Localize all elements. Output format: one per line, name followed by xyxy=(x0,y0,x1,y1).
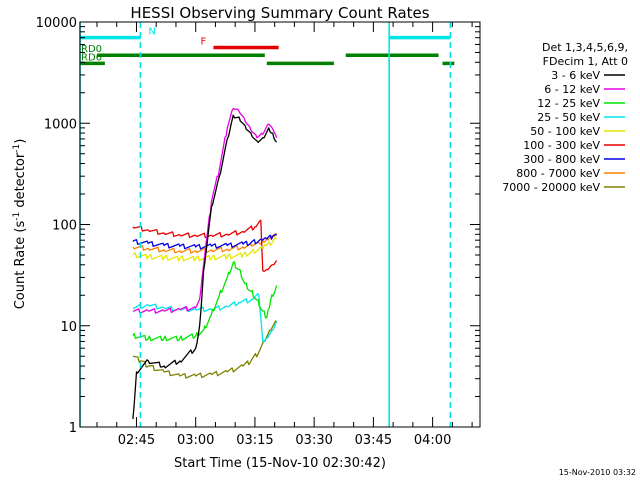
series-line-1 xyxy=(132,107,278,314)
series-line-5 xyxy=(132,219,278,273)
legend-label-4: 50 - 100 keV xyxy=(530,125,600,138)
legend-label-3: 25 - 50 keV xyxy=(537,111,600,124)
y-tick-label-1: 10 xyxy=(60,320,77,335)
legend-label-8: 7000 - 20000 keV xyxy=(502,181,600,194)
flag-label-n: N xyxy=(148,27,155,38)
y-axis-label-end: ) xyxy=(13,139,28,144)
x-tick-label-4: 03:45 xyxy=(355,433,392,448)
series-line-7 xyxy=(132,232,278,254)
legend: Det 1,3,4,5,6,9,FDecim 1, Att 03 - 6 keV… xyxy=(502,41,628,194)
series-line-6 xyxy=(132,233,278,250)
y-axis-label-main: Count Rate (s xyxy=(13,221,28,310)
x-axis-label: Start Time (15-Nov-10 02:30:42) xyxy=(174,456,386,471)
series-line-3 xyxy=(132,293,278,343)
x-tick-label-0: 02:45 xyxy=(118,433,155,448)
x-tick-label-2: 03:15 xyxy=(236,433,273,448)
x-tick-label-1: 03:00 xyxy=(177,433,214,448)
y-axis-ticks: 1 10 100 1000 10000 xyxy=(36,16,480,436)
x-tick-label-5: 04:00 xyxy=(414,433,451,448)
legend-label-7: 800 - 7000 keV xyxy=(516,167,600,180)
y-axis-label-mid: detector xyxy=(13,152,28,212)
legend-label-2: 12 - 25 keV xyxy=(537,97,600,110)
x-tick-label-3: 03:30 xyxy=(295,433,332,448)
y-axis-label: Count Rate (s-1 detector-1) xyxy=(12,139,28,310)
legend-header-0: Det 1,3,4,5,6,9, xyxy=(542,41,628,54)
legend-label-0: 3 - 6 keV xyxy=(551,69,600,82)
legend-label-5: 100 - 300 keV xyxy=(523,139,600,152)
y-axis-label-exp2: -1 xyxy=(12,144,22,153)
y-tick-label-0: 1 xyxy=(69,421,77,436)
series-line-8 xyxy=(132,320,277,379)
y-tick-label-2: 100 xyxy=(52,219,77,234)
x-axis-ticks: 02:45 03:00 03:15 03:30 03:45 04:00 xyxy=(96,22,473,448)
legend-label-1: 6 - 12 keV xyxy=(544,83,600,96)
flag-label-rd0: RD0 xyxy=(81,44,102,55)
legend-label-6: 300 - 800 keV xyxy=(523,153,600,166)
series-line-2 xyxy=(132,261,278,342)
chart-title: HESSI Observing Summary Count Rates xyxy=(130,4,429,22)
flag-label-f: F xyxy=(200,36,206,47)
generation-timestamp: 15-Nov-2010 03:32 xyxy=(559,468,636,477)
series-line-0 xyxy=(132,114,278,420)
y-tick-label-3: 1000 xyxy=(44,117,77,132)
y-tick-label-4: 10000 xyxy=(36,16,77,31)
series-lines xyxy=(132,107,278,420)
flag-label-rd6: RD6 xyxy=(81,52,102,63)
y-axis-label-exp1: -1 xyxy=(12,212,22,221)
legend-header-1: FDecim 1, Att 0 xyxy=(543,55,628,68)
